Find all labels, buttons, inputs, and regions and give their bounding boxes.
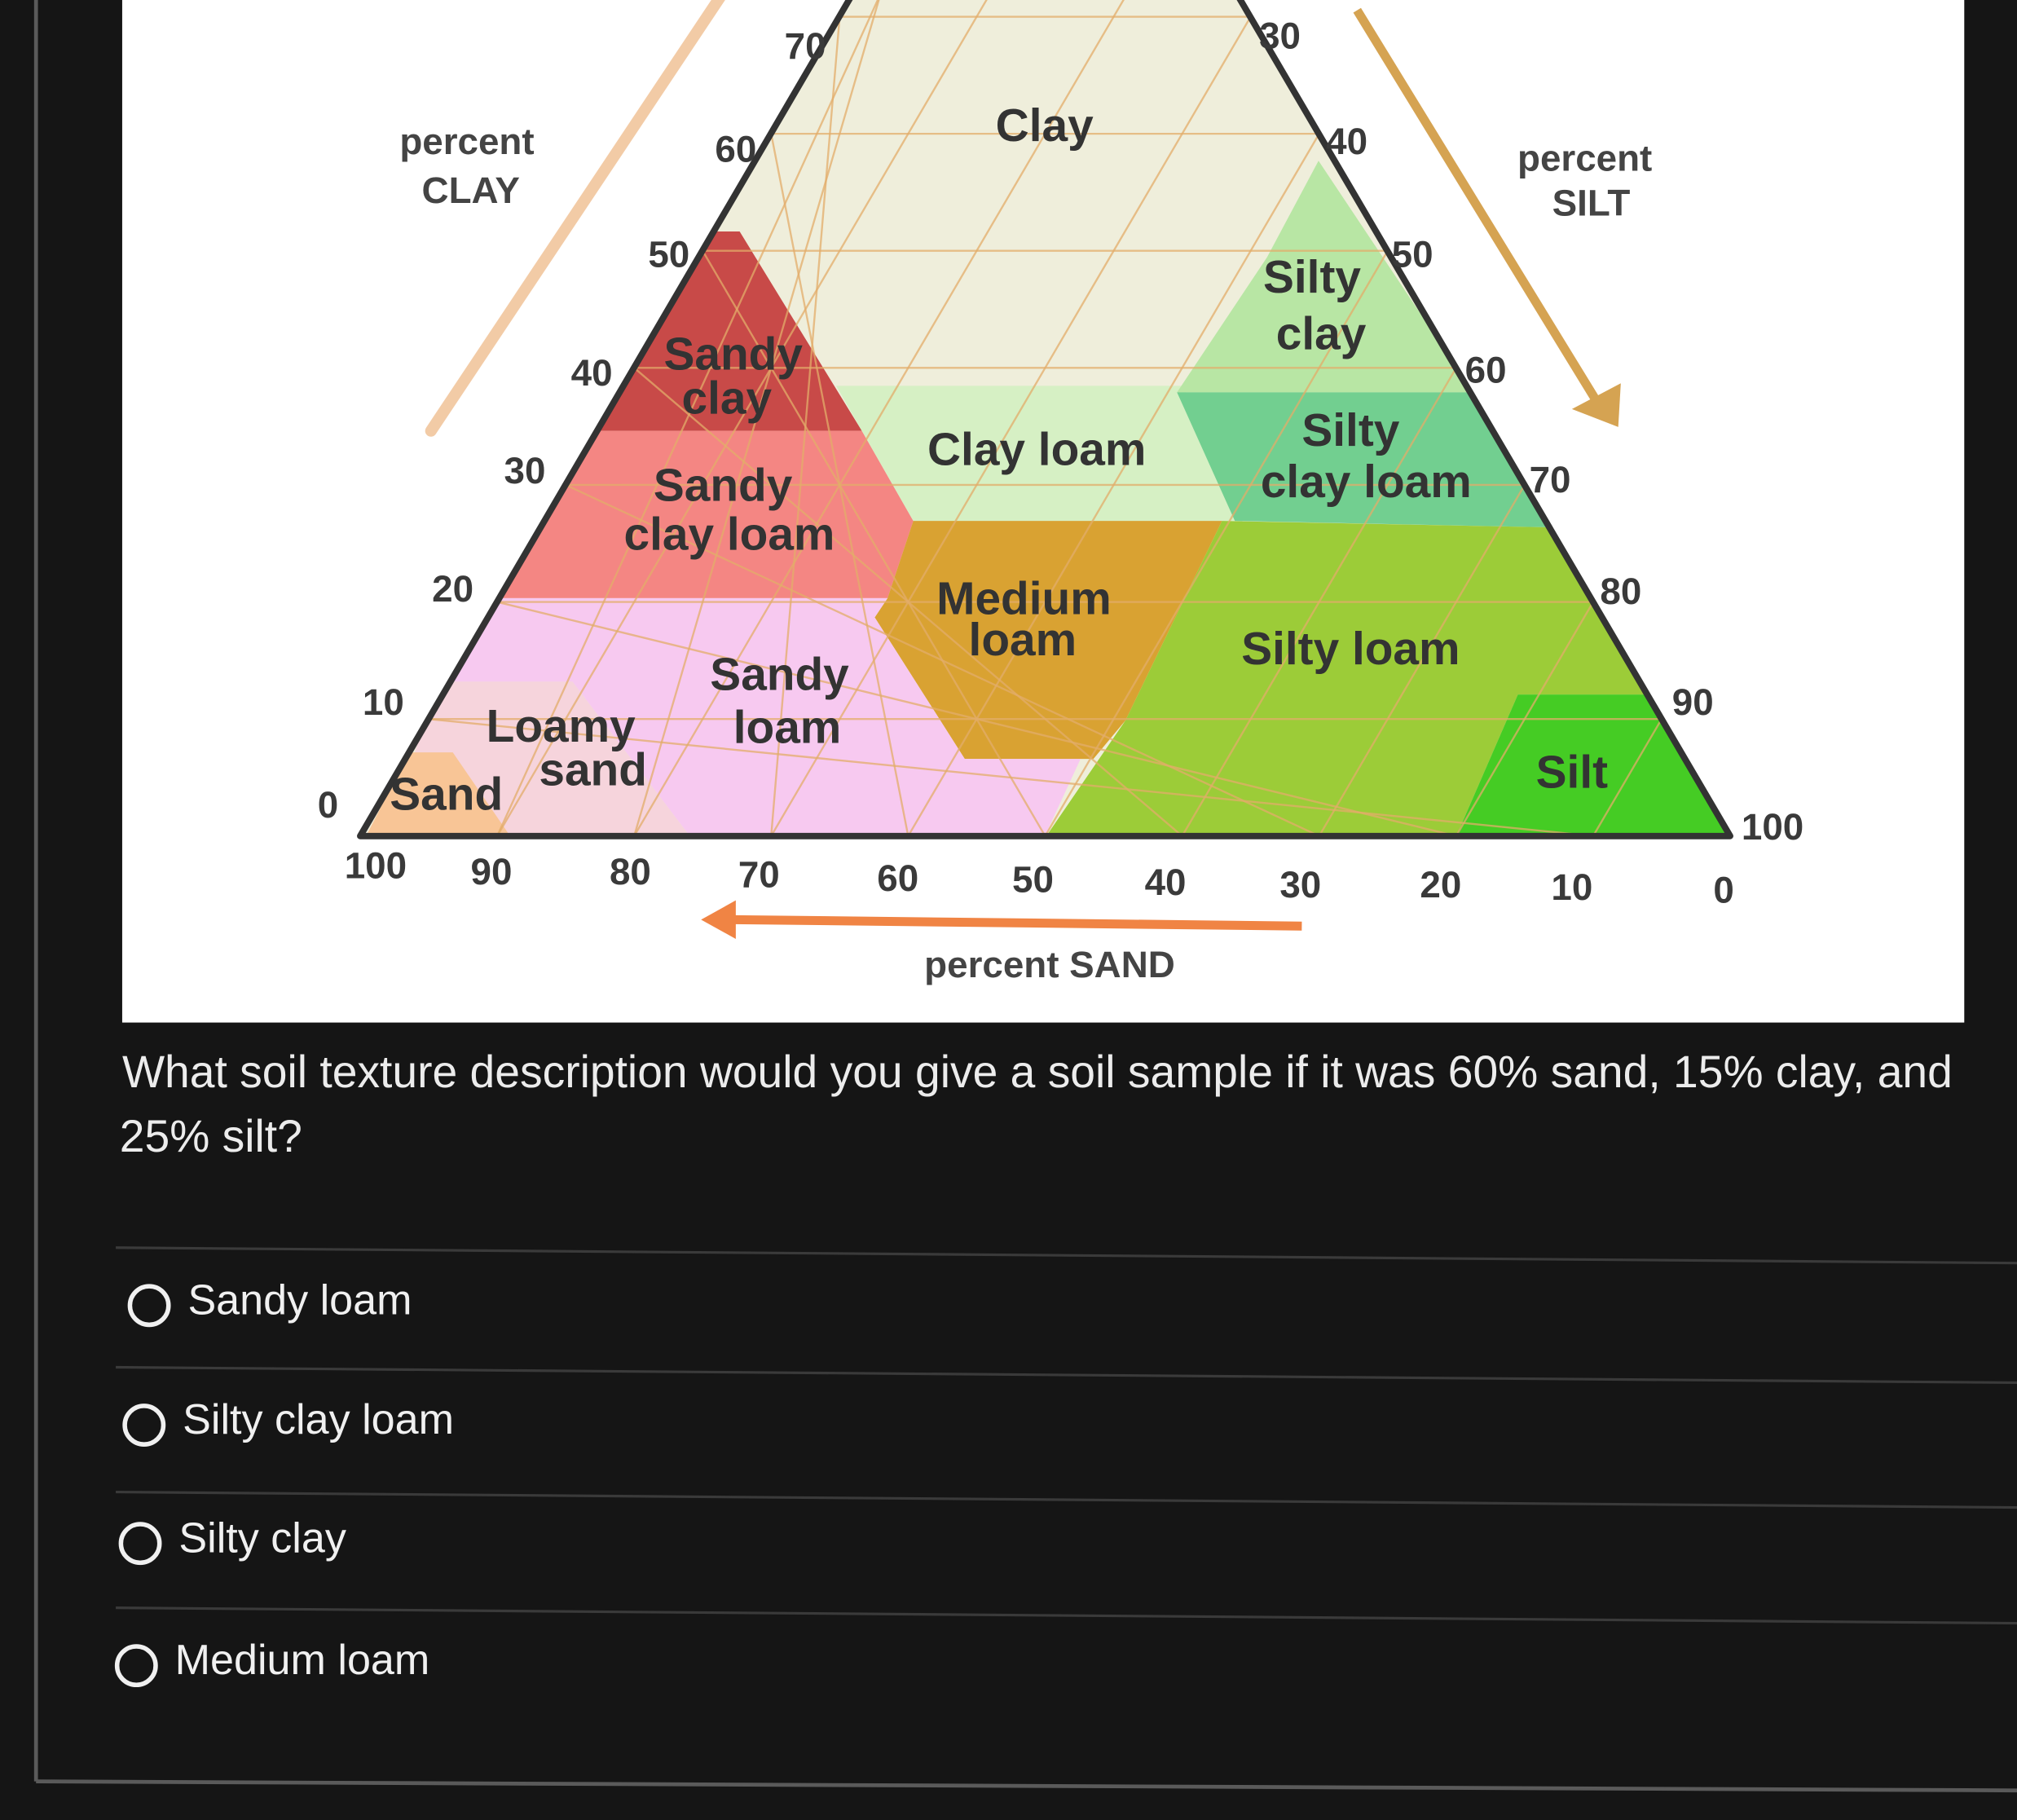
sandy-clay-loam-label: clay loam xyxy=(624,509,835,561)
silty-clay-label: clay xyxy=(1276,308,1367,359)
silt-axis-tick-label: 50 xyxy=(1392,234,1433,275)
question-text: What soil texture description would you … xyxy=(122,1047,1953,1097)
medium-loam-area xyxy=(874,521,1222,760)
silty-clay-loam-label: clay loam xyxy=(1261,456,1472,508)
medium-loam-label: loam xyxy=(969,615,1077,666)
sand-axis-tick-label: 60 xyxy=(877,857,918,899)
silt-axis-tick-label: 100 xyxy=(1742,806,1803,848)
clay-axis-tick-label: 10 xyxy=(363,681,404,723)
sand-axis-tick-label: 10 xyxy=(1551,866,1592,908)
option-label[interactable]: Sandy loam xyxy=(187,1276,412,1324)
sandy-clay-loam-area xyxy=(499,430,914,598)
silt-axis-tick-label: 40 xyxy=(1326,121,1367,162)
sand-area xyxy=(363,752,515,836)
silt-axis-tick-label: 60 xyxy=(1465,350,1507,391)
answer-option[interactable]: Sandy loam xyxy=(127,1276,412,1328)
silt-axis-tick-label: 30 xyxy=(1259,15,1301,56)
sandy-clay-loam-label: Sandy xyxy=(654,461,793,512)
silt-axis-title: SILT xyxy=(1552,183,1631,224)
sand-axis-title: percent SAND xyxy=(924,944,1175,985)
clay-axis-tick-label: 70 xyxy=(785,25,826,67)
loamy-sand-label: sand xyxy=(539,744,647,795)
silty-clay-loam-label: Silty xyxy=(1301,405,1399,456)
silt-arrow xyxy=(1353,7,1599,402)
silty-clay-label: Silty xyxy=(1263,252,1361,303)
clay-axis-tick-label: 0 xyxy=(318,784,338,826)
separator xyxy=(116,1365,2017,1385)
sand-axis-tick-label: 80 xyxy=(610,851,651,892)
clay-axis-tick-label: 50 xyxy=(648,234,689,275)
sand-label: Sand xyxy=(390,769,503,820)
silt-axis-tick-label: 90 xyxy=(1672,681,1714,723)
clay-axis-tick-label: 40 xyxy=(571,352,613,394)
grid-line xyxy=(633,0,909,836)
question-text: 25% silt? xyxy=(120,1111,302,1161)
clay-axis-title: percent xyxy=(399,121,534,162)
grid-line xyxy=(1455,601,1594,836)
medium-loam-label: Medium xyxy=(936,574,1112,625)
grid-line xyxy=(770,133,909,836)
grid-line xyxy=(702,250,1046,836)
separator xyxy=(116,1246,2017,1265)
sand-axis-tick-label: 40 xyxy=(1145,862,1187,903)
silt-axis-tick-label: 70 xyxy=(1530,459,1571,500)
grid-line xyxy=(770,16,841,836)
radio-button[interactable] xyxy=(114,1644,158,1688)
answer-option[interactable]: Silty clay loam xyxy=(122,1396,454,1447)
silt-axis-tick-label: 80 xyxy=(1600,571,1641,612)
option-label[interactable]: Silty clay loam xyxy=(183,1396,454,1443)
sandy-clay-area xyxy=(597,231,862,431)
sand-axis-tick-label: 90 xyxy=(471,851,513,892)
sandy-loam-label: Sandy xyxy=(710,650,849,701)
sandy-loam-area xyxy=(437,597,1081,836)
silty-clay-area xyxy=(1177,161,1473,393)
silt-label: Silt xyxy=(1536,747,1608,799)
sand-axis-tick-label: 100 xyxy=(345,844,407,886)
silty-loam-label: Silty loam xyxy=(1241,624,1460,675)
answer-option[interactable]: Silty clay xyxy=(118,1514,346,1566)
answer-option[interactable]: Medium loam xyxy=(114,1637,430,1688)
sand-arrow xyxy=(733,914,1302,931)
radio-button[interactable] xyxy=(127,1284,171,1328)
grid-line xyxy=(1181,367,1457,836)
sand-axis-tick-label: 0 xyxy=(1713,869,1733,910)
clay-loam-area xyxy=(835,386,1235,522)
radio-button[interactable] xyxy=(118,1522,162,1566)
grid-line xyxy=(1318,484,1526,836)
clay-axis-tick-label: 30 xyxy=(504,450,546,491)
sand-axis-tick-label: 30 xyxy=(1279,864,1321,906)
grid-line xyxy=(1592,718,1662,836)
silt-arrowhead xyxy=(1571,383,1621,427)
sand-axis-tick-label: 50 xyxy=(1012,859,1054,901)
sandy-clay-label: clay xyxy=(682,372,773,424)
loamy-sand-label: Loamy xyxy=(487,701,636,752)
frame-bottom xyxy=(36,1779,2017,1793)
clay-loam-label: Clay loam xyxy=(927,424,1146,475)
clay-axis-title: CLAY xyxy=(422,170,520,211)
radio-button[interactable] xyxy=(122,1404,166,1447)
option-label[interactable]: Silty clay xyxy=(178,1514,346,1562)
quiz: What soil texture description would you … xyxy=(114,1047,2017,1688)
separator xyxy=(116,1491,2017,1509)
grid-line xyxy=(495,0,978,836)
triangle-outline xyxy=(357,0,1733,839)
grid-line xyxy=(770,15,1252,836)
sandy-clay-label: Sandy xyxy=(663,329,803,381)
clay-axis-tick-label: 60 xyxy=(715,128,756,170)
silty-clay-loam-area xyxy=(1177,392,1551,528)
sand-axis-tick-label: 70 xyxy=(738,853,780,895)
clay-label: Clay xyxy=(996,100,1094,152)
silt-axis-title: percent xyxy=(1517,137,1652,178)
sand-axis-tick-label: 20 xyxy=(1420,864,1461,906)
separator xyxy=(116,1606,2017,1625)
clay-axis-tick-label: 20 xyxy=(432,568,473,610)
option-label[interactable]: Medium loam xyxy=(175,1637,430,1684)
sand-arrowhead xyxy=(701,900,736,940)
clay-arrow xyxy=(425,0,725,437)
sandy-loam-label: loam xyxy=(733,702,842,753)
grid-line xyxy=(1044,250,1389,836)
